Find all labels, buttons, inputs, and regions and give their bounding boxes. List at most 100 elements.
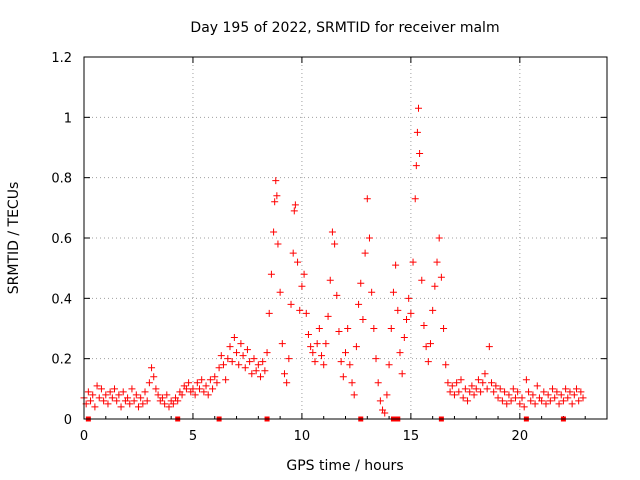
- data-point: [511, 394, 519, 402]
- data-point: [230, 334, 238, 342]
- data-point: [206, 376, 214, 384]
- data-point: [209, 385, 217, 393]
- data-point: [339, 373, 347, 381]
- data-point: [267, 270, 275, 278]
- data-point: [376, 397, 384, 405]
- data-point: [250, 355, 258, 363]
- data-point: [298, 282, 306, 290]
- data-point: [368, 288, 376, 296]
- data-point: [193, 379, 201, 387]
- x-tick-label: 15: [403, 429, 420, 444]
- data-point: [174, 397, 182, 405]
- data-point: [464, 397, 472, 405]
- data-point: [115, 391, 123, 399]
- data-point: [479, 379, 487, 387]
- data-point: [400, 334, 408, 342]
- y-tick-label: 0.4: [51, 292, 72, 307]
- data-point: [93, 382, 101, 390]
- data-point: [424, 358, 432, 366]
- data-point: [412, 162, 420, 170]
- data-point: [531, 400, 539, 408]
- y-tick-label: 1.2: [51, 51, 72, 66]
- data-point: [226, 343, 234, 351]
- data-point: [398, 370, 406, 378]
- data-point: [437, 273, 445, 281]
- data-point: [516, 400, 524, 408]
- data-point: [259, 358, 267, 366]
- data-point: [289, 249, 297, 257]
- data-point: [555, 400, 563, 408]
- data-point: [426, 340, 434, 348]
- data-point: [204, 391, 212, 399]
- data-point: [442, 361, 450, 369]
- data-point: [394, 306, 402, 314]
- data-point: [470, 391, 478, 399]
- data-point: [527, 397, 535, 405]
- data-point: [291, 201, 299, 209]
- data-point: [444, 379, 452, 387]
- data-point: [89, 391, 97, 399]
- plot-frame: [83, 56, 608, 420]
- data-point: [222, 376, 230, 384]
- data-point: [165, 403, 173, 411]
- data-point: [431, 282, 439, 290]
- data-point: [224, 355, 232, 363]
- data-point: [95, 394, 103, 402]
- data-point: [450, 391, 458, 399]
- x-tick-label: 10: [294, 429, 311, 444]
- data-point: [568, 400, 576, 408]
- data-point: [411, 195, 419, 203]
- data-point: [346, 361, 354, 369]
- data-point: [130, 397, 138, 405]
- data-point: [522, 376, 530, 384]
- data-point: [350, 391, 358, 399]
- data-point: [211, 373, 219, 381]
- data-point: [455, 388, 463, 396]
- data-point: [84, 388, 92, 396]
- data-point: [333, 291, 341, 299]
- data-point: [263, 349, 271, 357]
- data-point: [148, 364, 156, 372]
- data-point: [248, 370, 256, 378]
- data-point: [198, 376, 206, 384]
- y-tick-label: 0.8: [51, 172, 72, 187]
- data-point: [200, 388, 208, 396]
- data-point: [566, 388, 574, 396]
- data-point: [572, 385, 580, 393]
- data-point: [579, 394, 587, 402]
- data-point: [407, 309, 415, 317]
- data-point: [185, 379, 193, 387]
- data-point: [342, 349, 349, 357]
- data-point: [518, 394, 526, 402]
- data-point: [217, 352, 225, 360]
- data-point: [237, 340, 245, 348]
- data-point: [562, 385, 570, 393]
- data-point: [459, 394, 467, 402]
- data-point: [285, 355, 293, 363]
- y-tick-label: 0: [64, 413, 72, 428]
- x-axis-label: GPS time / hours: [286, 458, 403, 474]
- data-point: [228, 358, 236, 366]
- data-point: [392, 261, 400, 269]
- data-point: [413, 128, 421, 136]
- data-point: [496, 385, 504, 393]
- data-point: [422, 343, 430, 351]
- data-points: [80, 104, 587, 422]
- data-point: [141, 388, 149, 396]
- chart-title: Day 195 of 2022, SRMTID for receiver mal…: [190, 20, 499, 36]
- data-point: [158, 394, 166, 402]
- data-point: [429, 306, 437, 314]
- data-point: [278, 340, 286, 348]
- data-point: [320, 361, 328, 369]
- data-point: [276, 288, 284, 296]
- data-point: [272, 177, 280, 185]
- data-point: [280, 370, 288, 378]
- data-point: [235, 361, 243, 369]
- data-point: [302, 309, 310, 317]
- data-point: [213, 379, 221, 387]
- data-point: [472, 385, 480, 393]
- data-point: [577, 388, 585, 396]
- data-point: [300, 270, 308, 278]
- data-point: [564, 394, 572, 402]
